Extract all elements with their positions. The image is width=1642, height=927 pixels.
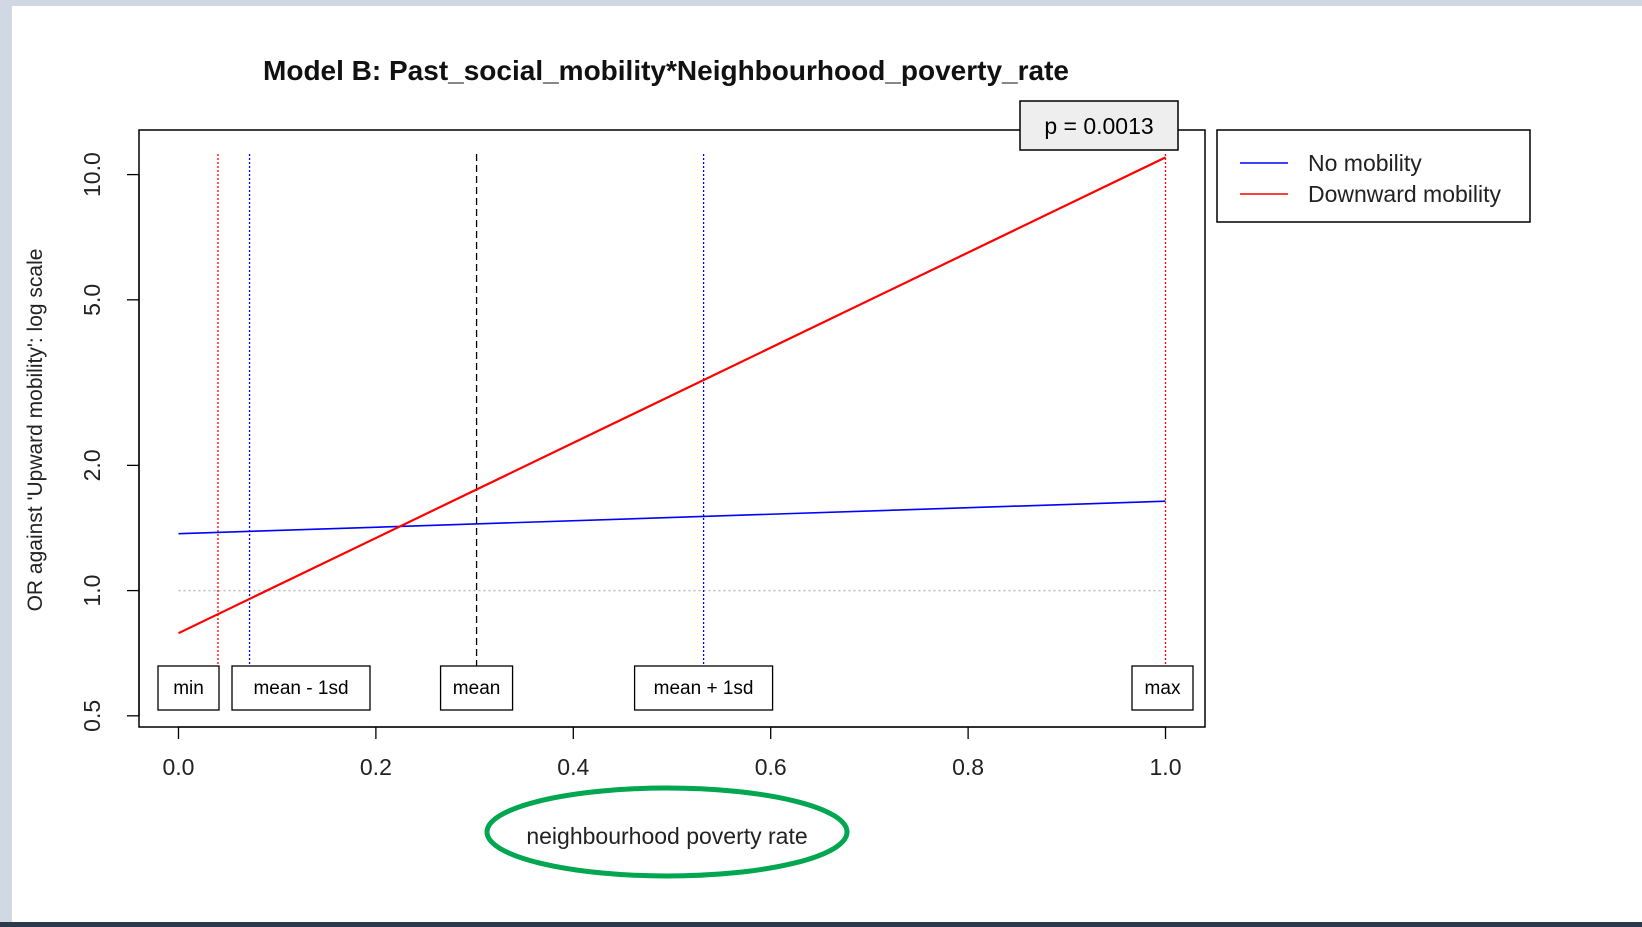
x-tick-label-1: 0.2 — [360, 754, 392, 780]
x-axis-label: neighbourhood poverty rate — [526, 823, 807, 849]
marker-label-box-3 — [633, 665, 774, 711]
y-tick-label-4: 10.0 — [79, 152, 105, 197]
chart-svg: Model B: Past_social_mobility*Neighbourh… — [24, 55, 1531, 879]
marker-label-3: mean + 1sd — [654, 678, 754, 699]
legend-entries: No mobility Downward mobility — [1240, 150, 1502, 207]
series-line-0 — [178, 500, 1166, 535]
y-tick-label-0: 0.5 — [79, 700, 105, 732]
x-tick-label-2: 0.4 — [557, 754, 589, 780]
marker-label-box-1 — [231, 665, 371, 711]
plot-area — [138, 129, 1206, 728]
legend-label-0: No mobility — [1308, 150, 1422, 176]
chart-title: Model B: Past_social_mobility*Neighbourh… — [263, 55, 1069, 86]
xlabel-highlight-ellipse — [484, 785, 850, 879]
marker-label-0: min — [173, 678, 204, 699]
marker-label-box-0 — [157, 665, 220, 711]
x-tick-label-5: 1.0 — [1150, 754, 1182, 780]
legend-box — [1216, 129, 1531, 223]
marker-label-1: mean - 1sd — [253, 678, 348, 699]
marker-label-box-2 — [439, 665, 514, 711]
marker-labels-layer: min mean - 1sd mean mean + 1sd max — [157, 665, 1194, 711]
x-tick-label-4: 0.8 — [952, 754, 984, 780]
p-value-text: p = 0.0013 — [1044, 113, 1153, 139]
y-ticks-layer: 0.5 1.0 2.0 5.0 10.0 — [79, 152, 140, 732]
series-line-1 — [178, 156, 1166, 635]
marker-label-box-4 — [1131, 665, 1194, 711]
p-value-box — [1019, 100, 1179, 151]
series-layer — [178, 156, 1166, 635]
vertical-markers-layer — [217, 154, 1167, 666]
marker-label-2: mean — [453, 678, 501, 699]
legend-label-1: Downward mobility — [1308, 181, 1502, 207]
marker-label-4: max — [1145, 678, 1181, 699]
y-tick-label-1: 1.0 — [79, 575, 105, 607]
y-axis-label: OR against 'Upward mobility': log scale — [24, 249, 47, 612]
y-tick-label-2: 2.0 — [79, 449, 105, 481]
y-tick-label-3: 5.0 — [79, 284, 105, 316]
x-tick-label-3: 0.6 — [755, 754, 787, 780]
x-tick-label-0: 0.0 — [162, 754, 194, 780]
x-ticks-layer: 0.0 0.2 0.4 0.6 0.8 1.0 — [162, 726, 1182, 780]
chart-canvas: Model B: Past_social_mobility*Neighbourh… — [12, 6, 1642, 922]
